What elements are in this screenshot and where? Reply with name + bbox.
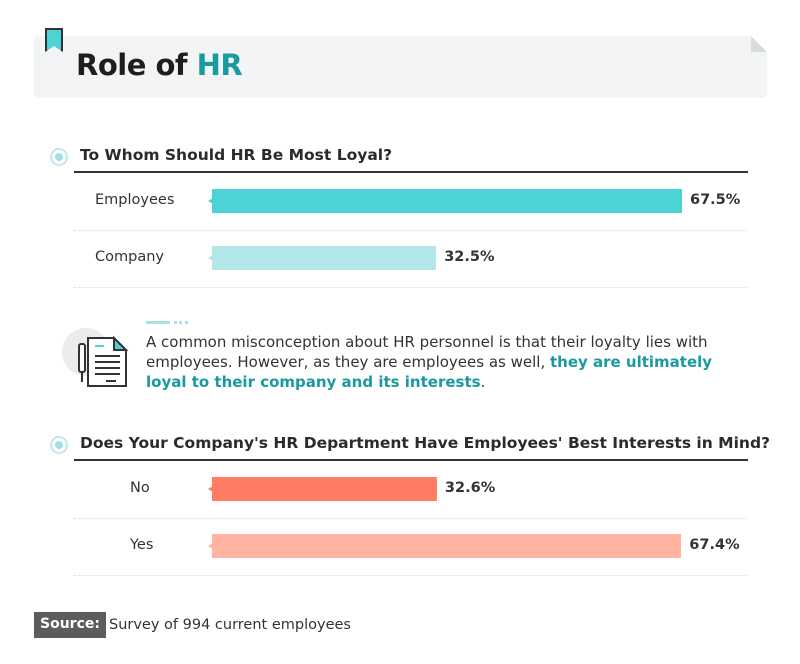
row-separator (74, 575, 748, 576)
value-label: 32.6% (444, 480, 496, 496)
chart-title: Does Your Company's HR Department Have E… (80, 434, 771, 452)
note-body: A common misconception about HR personne… (146, 333, 708, 371)
row-separator (74, 230, 748, 231)
note-text: A common misconception about HR personne… (146, 332, 746, 392)
bar-company (208, 246, 437, 270)
value-label: 67.5% (690, 192, 741, 208)
bar-no (208, 477, 437, 501)
chart-title: To Whom Should HR Be Most Loyal? (80, 146, 393, 164)
category-label: Yes (130, 537, 154, 553)
title-underline (74, 459, 748, 461)
category-label: Employees (95, 192, 175, 208)
title-text: Role of (76, 48, 197, 82)
note-end: . (480, 373, 486, 391)
divider-dash (146, 321, 170, 324)
divider-dots (174, 321, 188, 324)
document-pen-icon (78, 335, 129, 387)
bar-employees (208, 189, 682, 213)
question-bullet-icon (50, 436, 68, 454)
row-separator (74, 287, 748, 288)
category-label: No (130, 480, 150, 496)
value-label: 32.5% (444, 249, 495, 265)
title-banner (34, 36, 767, 98)
title-highlight: HR (196, 48, 243, 82)
source-badge: Source: (34, 612, 106, 638)
row-separator (74, 518, 748, 519)
title-underline (74, 171, 748, 173)
question-bullet-icon (50, 148, 68, 166)
page-title: Role of HR (76, 48, 243, 82)
source-text: Survey of 994 current employees (109, 617, 351, 633)
value-label: 67.4% (689, 537, 740, 553)
category-label: Company (95, 249, 164, 265)
bar-yes (208, 534, 682, 558)
note-highlight: they are ultimately loyal to their compa… (146, 353, 713, 391)
